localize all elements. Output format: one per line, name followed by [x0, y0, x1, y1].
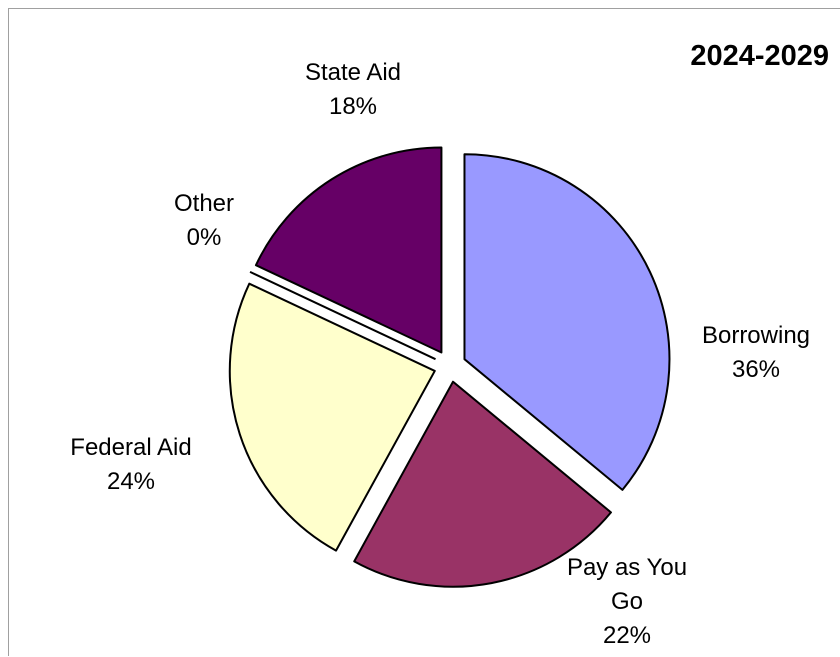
slice-percent-pay-as-you-go: 22% [603, 622, 651, 649]
chart-frame: 2024-2029 Borrowing 36% Pay as You Go 22… [8, 8, 840, 656]
pie-slice-borrowing [463, 153, 671, 491]
pie-slice-other [249, 270, 436, 361]
slice-label-federal-aid: Federal Aid [70, 434, 191, 461]
slice-label-pay-as-you-go-line2: Go [611, 588, 643, 615]
slice-label-state-aid: State Aid [305, 59, 401, 86]
pie-chart: 2024-2029 Borrowing 36% Pay as You Go 22… [70, 40, 829, 649]
slice-label-borrowing: Borrowing [702, 322, 810, 349]
pie-slices [228, 146, 671, 588]
pie-slice-pay-as-you-go [353, 380, 612, 588]
slice-label-pay-as-you-go-line1: Pay as You [567, 554, 687, 581]
pie-slice-federal-aid [228, 282, 436, 552]
chart-title: 2024-2029 [690, 40, 829, 72]
slice-percent-state-aid: 18% [329, 93, 377, 120]
slice-percent-federal-aid: 24% [107, 468, 155, 495]
pie-slice-state-aid [254, 146, 443, 354]
slice-percent-other: 0% [187, 224, 222, 251]
slice-label-other: Other [174, 190, 234, 217]
slice-percent-borrowing: 36% [732, 356, 780, 383]
